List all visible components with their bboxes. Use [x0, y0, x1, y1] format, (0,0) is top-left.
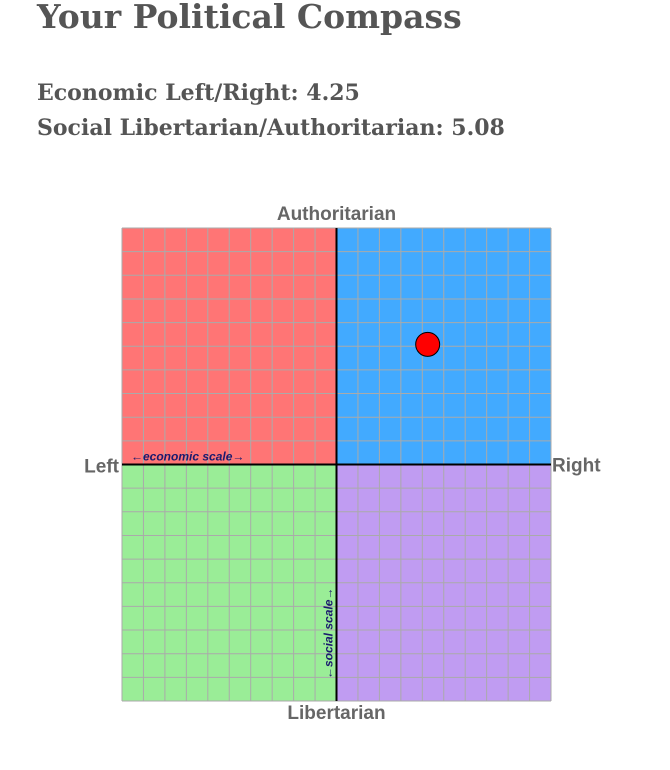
readout: Social Libertarian/Authoritarian: 5.08: [37, 115, 505, 141]
axis-label: Libertarian: [287, 703, 385, 724]
y-axis-label: ←social scale→: [322, 588, 336, 679]
axis-label: Left: [84, 457, 120, 478]
point: [415, 331, 441, 357]
axis-label: Authoritarian: [277, 204, 396, 225]
x-axis-label: ←economic scale→: [131, 450, 244, 464]
readout: Economic Left/Right: 4.25: [37, 80, 360, 106]
axis-label: Right: [552, 456, 601, 477]
chart-title: Your Political Compass: [36, 0, 462, 36]
